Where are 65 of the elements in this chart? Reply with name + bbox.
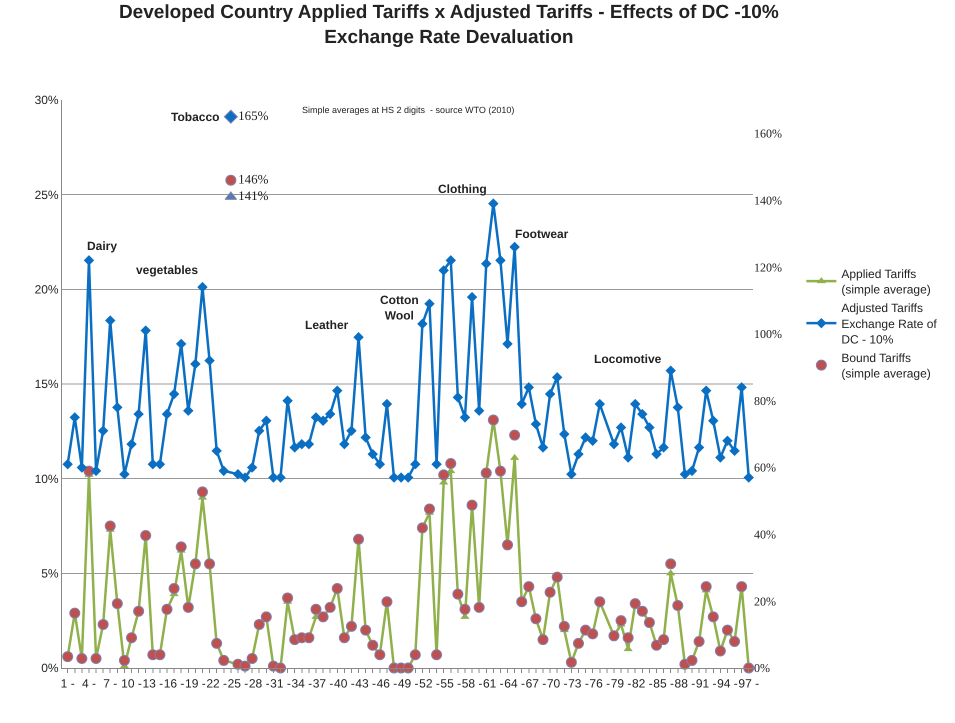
legend-label: Applied Tariffs (simple average)	[841, 267, 931, 297]
x-tick-label: 4 -	[82, 676, 96, 690]
x-tick-label: 79 -	[610, 676, 632, 690]
y-tick-label: 15%	[34, 377, 59, 392]
y2-tick-label: 60%	[754, 460, 776, 475]
x-tick-label: 10 -	[121, 676, 142, 690]
annotation: vegetables	[136, 263, 198, 277]
y2-tick-label: 20%	[754, 594, 776, 608]
annotation: Tobacco	[171, 110, 220, 124]
legend-label: Adjusted Tariffs Exchange Rate of DC - 10%	[841, 301, 938, 346]
y-tick-label: 10%	[34, 472, 59, 486]
x-tick-label: 28 -	[248, 676, 270, 690]
annotation: Cotton Wool	[380, 293, 419, 323]
x-tick-label: 1 -	[60, 676, 75, 690]
x-tick-label: 43 -	[355, 676, 376, 690]
legend-label: Bound Tariffs (simple average)	[841, 351, 931, 381]
x-tick-label: 37 -	[312, 676, 334, 690]
x-tick-label: 52 -	[419, 676, 440, 690]
y2-tick-label: 0%	[754, 661, 770, 676]
x-tick-label: 49 -	[398, 676, 419, 690]
data-label: 146%	[238, 171, 269, 186]
x-tick-label: 91 -	[696, 676, 717, 690]
annotation: Dairy	[87, 239, 118, 253]
y-tick-label: 30%	[34, 93, 59, 108]
y2-tick-label: 140%	[754, 193, 782, 208]
x-tick-label: 70 -	[546, 676, 568, 690]
annotation: Footwear	[515, 227, 569, 241]
annotation: Clothing	[438, 182, 487, 196]
y2-tick-label: 40%	[754, 528, 776, 542]
x-tick-label: 34 -	[291, 676, 312, 690]
x-tick-label: 97 -	[738, 676, 760, 690]
x-tick-label: 40 -	[334, 676, 355, 690]
y2-tick-label: 100%	[754, 327, 782, 342]
y-tick-label: 0%	[41, 661, 59, 676]
x-tick-label: 13 -	[142, 676, 164, 690]
data-label: 165%	[238, 108, 269, 123]
x-tick-label: 16 -	[164, 676, 184, 690]
chart-title: Developed Country Applied Tariffs x Adjusted Tariffs - Effects of DC -10% Exchange Rate Devaluation	[118, 2, 779, 48]
x-tick-label: 19 -	[185, 676, 206, 690]
x-tick-label: 46 -	[376, 676, 398, 690]
y2-tick-label: 120%	[754, 260, 782, 274]
y-tick-label: 5%	[41, 566, 59, 581]
annotation: Leather	[305, 318, 349, 332]
x-tick-label: 82 -	[632, 676, 653, 690]
x-tick-label: 73 -	[568, 676, 589, 690]
x-tick-label: 31 -	[270, 676, 291, 690]
y-tick-label: 25%	[34, 188, 59, 202]
x-tick-label: 25 -	[228, 676, 248, 690]
annotation: Locomotive	[594, 352, 662, 366]
x-tick-label: 58 -	[462, 676, 482, 690]
x-tick-label: 22 -	[206, 676, 228, 690]
x-tick-label: 88 -	[674, 676, 696, 690]
y2-tick-label: 80%	[754, 394, 776, 408]
x-tick-label: 94 -	[717, 676, 738, 690]
y-tick-label: 20%	[34, 282, 59, 297]
x-tick-label: 7 -	[103, 676, 118, 690]
data-label: 141%	[238, 188, 269, 204]
x-tick-label: 55 -	[440, 676, 462, 690]
x-tick-label: 67 -	[526, 676, 546, 690]
x-tick-label: 76 -	[589, 676, 610, 690]
x-tick-label: 61 -	[482, 676, 504, 690]
x-tick-label: 85 -	[653, 676, 674, 690]
x-tick-label: 64 -	[504, 676, 525, 690]
text: Simple averages at HS 2 digits - source WTO (2010)	[302, 105, 514, 115]
y2-tick-label: 160%	[754, 126, 782, 141]
